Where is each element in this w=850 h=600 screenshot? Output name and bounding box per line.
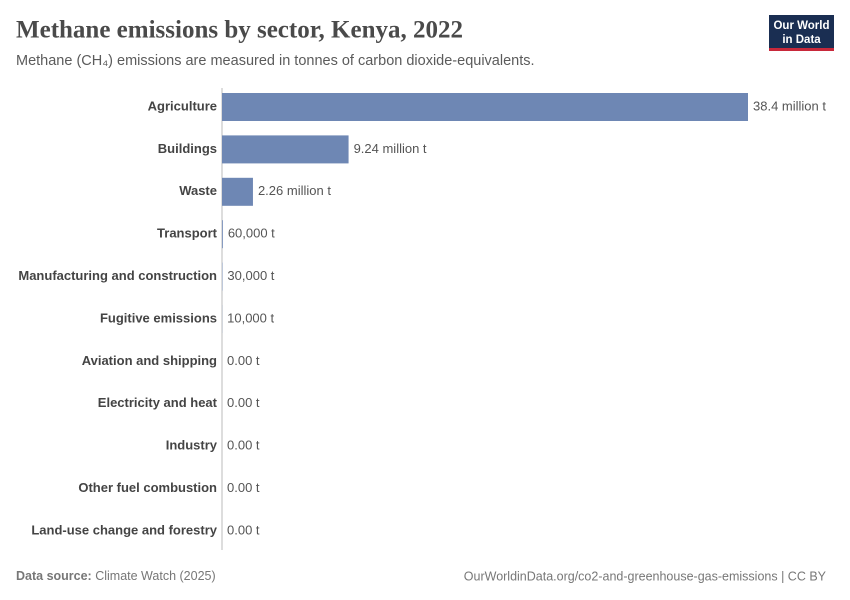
source-label: Data source: xyxy=(16,569,92,583)
value-label: 38.4 million t xyxy=(753,98,826,113)
bar xyxy=(222,135,349,164)
category-label: Agriculture xyxy=(148,98,217,113)
logo-box xyxy=(769,15,834,50)
category-label: Aviation and shipping xyxy=(82,353,217,368)
category-label: Manufacturing and construction xyxy=(18,268,217,283)
value-label: 60,000 t xyxy=(228,226,275,241)
value-label: 0.00 t xyxy=(227,480,260,495)
logo-text: in Data xyxy=(782,34,821,46)
category-label: Buildings xyxy=(158,141,217,156)
value-label: 0.00 t xyxy=(227,395,260,410)
category-label: Industry xyxy=(166,438,218,453)
logo-stripe xyxy=(769,48,834,51)
value-label: 30,000 t xyxy=(227,268,274,283)
value-label: 9.24 million t xyxy=(354,141,427,156)
value-label: 0.00 t xyxy=(227,522,260,537)
logo[interactable]: Our World in Data xyxy=(769,15,834,51)
category-label: Fugitive emissions xyxy=(100,310,217,325)
category-label: Land-use change and forestry xyxy=(31,522,217,537)
logo-text: Our World xyxy=(773,20,829,32)
source-url[interactable]: OurWorldinData.org/co2-and-greenhouse-ga… xyxy=(464,569,827,583)
value-label: 0.00 t xyxy=(227,438,260,453)
value-label: 2.26 million t xyxy=(258,183,331,198)
category-label: Electricity and heat xyxy=(98,395,218,410)
value-label: 10,000 t xyxy=(227,310,274,325)
category-label: Waste xyxy=(179,183,217,198)
bar xyxy=(222,93,748,121)
source: Climate Watch (2025) xyxy=(95,569,215,583)
bar xyxy=(222,177,253,206)
source-note: Data source: Climate Watch (2025) xyxy=(16,569,216,583)
chart-subtitle: Methane (CH₄) emissions are measured in … xyxy=(16,53,535,69)
category-label: Transport xyxy=(157,226,218,241)
chart-title: Methane emissions by sector, Kenya, 2022 xyxy=(16,17,463,44)
category-label: Other fuel combustion xyxy=(78,480,217,495)
bar xyxy=(222,220,223,249)
value-label: 0.00 t xyxy=(227,353,260,368)
